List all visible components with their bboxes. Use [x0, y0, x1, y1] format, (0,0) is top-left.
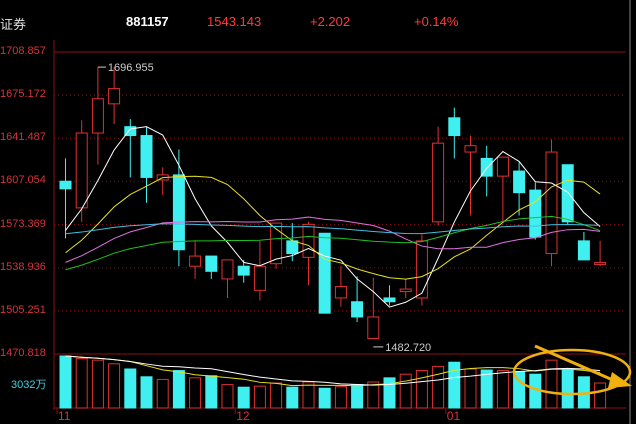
volume-bar: [172, 370, 185, 409]
volume-bar: [270, 382, 283, 409]
candle[interactable]: [91, 98, 104, 134]
candle[interactable]: [383, 297, 396, 303]
volume-bar: [594, 382, 607, 409]
price-axis-label: 1538.936: [0, 260, 46, 273]
volume-bar: [351, 384, 364, 409]
volume-bar: [334, 386, 347, 409]
volume-bar: [140, 376, 153, 409]
price-change: +2.202: [310, 14, 351, 29]
volume-bar: [318, 387, 331, 409]
volume-bar: [367, 381, 380, 409]
time-axis-label: 11: [58, 409, 71, 423]
candle[interactable]: [59, 180, 72, 190]
volume-bar: [221, 384, 234, 409]
candle[interactable]: [561, 164, 574, 223]
price-axis-label: 1505.251: [0, 303, 46, 316]
price-axis-label: 1675.172: [0, 88, 46, 101]
volume-bar: [91, 359, 104, 409]
security-code: 881157: [126, 14, 169, 29]
volume-bar: [108, 363, 121, 409]
candle[interactable]: [140, 135, 153, 178]
candle[interactable]: [334, 286, 347, 299]
volume-bar: [561, 368, 574, 409]
candle[interactable]: [464, 145, 477, 153]
volume-bar: [253, 385, 266, 409]
volume-bar: [75, 358, 88, 409]
candle[interactable]: [594, 261, 607, 265]
volume-bar: [432, 365, 445, 409]
volume-bar: [124, 368, 137, 409]
volume-ma-line: [65, 355, 601, 387]
candle[interactable]: [399, 288, 412, 293]
price-axis-label: 1641.487: [0, 131, 46, 144]
candle[interactable]: [108, 88, 121, 105]
candle[interactable]: [172, 174, 185, 251]
volume-bar: [545, 359, 558, 409]
candle[interactable]: [367, 316, 380, 340]
candle[interactable]: [124, 126, 137, 137]
price-axis-label: 1708.857: [0, 45, 46, 57]
volume-bar: [205, 375, 218, 409]
low-annotation: 1482.720: [385, 342, 431, 354]
price-axis-label: 1573.369: [0, 217, 46, 230]
volume-bar: [59, 355, 72, 409]
candle[interactable]: [302, 223, 315, 258]
candle[interactable]: [189, 255, 202, 267]
candle[interactable]: [237, 265, 250, 276]
volume-bar: [399, 373, 412, 409]
candle[interactable]: [513, 170, 526, 194]
volume-bar: [415, 370, 428, 409]
volume-bar: [496, 370, 509, 409]
price-change-pct: +0.14%: [414, 14, 459, 29]
ma60-line: [65, 223, 601, 235]
security-name: 证券: [0, 17, 27, 32]
candle[interactable]: [351, 301, 364, 318]
candle[interactable]: [496, 156, 509, 177]
candle[interactable]: [448, 117, 461, 137]
candle[interactable]: [432, 142, 445, 223]
ma10-line: [65, 175, 601, 280]
volume-bar: [448, 361, 461, 409]
candle[interactable]: [577, 240, 590, 261]
price-axis-label: 1607.054: [0, 174, 46, 187]
candle[interactable]: [529, 189, 542, 238]
high-annotation: 1696.955: [108, 62, 154, 74]
time-axis-label: 01: [446, 409, 461, 423]
volume-bar: [480, 369, 493, 409]
volume-bar: [383, 377, 396, 409]
volume-bar: [189, 377, 202, 409]
candle[interactable]: [545, 151, 558, 255]
arrow-icon: [534, 344, 623, 386]
candle[interactable]: [480, 157, 493, 177]
time-axis-label: 12: [236, 409, 250, 423]
volume-ma-line: [65, 355, 601, 386]
candle[interactable]: [286, 240, 299, 255]
ma5-line: [65, 126, 601, 308]
volume-axis-label: 3032万: [11, 379, 47, 391]
candle[interactable]: [318, 232, 331, 314]
candle[interactable]: [75, 132, 88, 209]
volume-bar: [464, 368, 477, 409]
highlight-ellipse: [512, 348, 632, 396]
volume-bar: [302, 381, 315, 409]
last-price: 1543.143: [207, 14, 262, 29]
candle[interactable]: [415, 240, 428, 299]
candle[interactable]: [221, 259, 234, 280]
quote-header: 证券 881157 1543.143 +2.202 +0.14%: [0, 0, 636, 40]
candle[interactable]: [205, 255, 218, 272]
volume-bar: [286, 386, 299, 409]
volume-bar: [156, 378, 169, 409]
ma30-line: [65, 215, 601, 271]
volume-bar: [237, 386, 250, 409]
ma20-line: [65, 216, 601, 263]
price-axis-label: 1470.818: [0, 347, 46, 359]
candle[interactable]: [253, 265, 266, 291]
candle[interactable]: [270, 222, 283, 265]
